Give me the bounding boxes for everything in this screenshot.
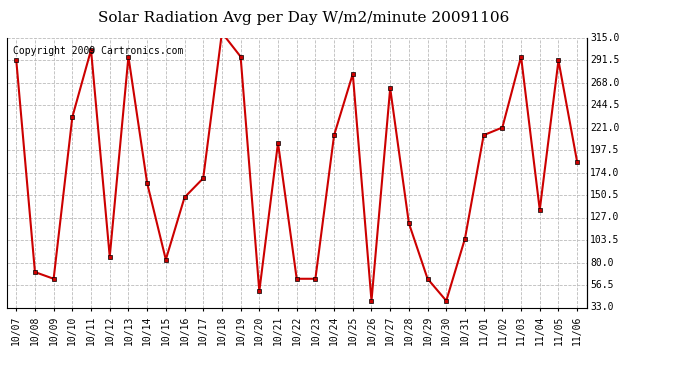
Text: 244.5: 244.5 <box>590 100 620 110</box>
Text: 80.0: 80.0 <box>590 258 613 267</box>
Text: 197.5: 197.5 <box>590 145 620 155</box>
Text: 315.0: 315.0 <box>590 33 620 42</box>
Text: 150.5: 150.5 <box>590 190 620 200</box>
Text: 103.5: 103.5 <box>590 235 620 245</box>
Text: 174.0: 174.0 <box>590 168 620 177</box>
Text: 56.5: 56.5 <box>590 280 613 290</box>
Text: 221.0: 221.0 <box>590 123 620 132</box>
Text: 268.0: 268.0 <box>590 78 620 87</box>
Text: 291.5: 291.5 <box>590 55 620 65</box>
Text: 33.0: 33.0 <box>590 303 613 312</box>
Text: Solar Radiation Avg per Day W/m2/minute 20091106: Solar Radiation Avg per Day W/m2/minute … <box>98 11 509 25</box>
Text: Copyright 2009 Cartronics.com: Copyright 2009 Cartronics.com <box>12 46 183 56</box>
Text: 127.0: 127.0 <box>590 213 620 222</box>
